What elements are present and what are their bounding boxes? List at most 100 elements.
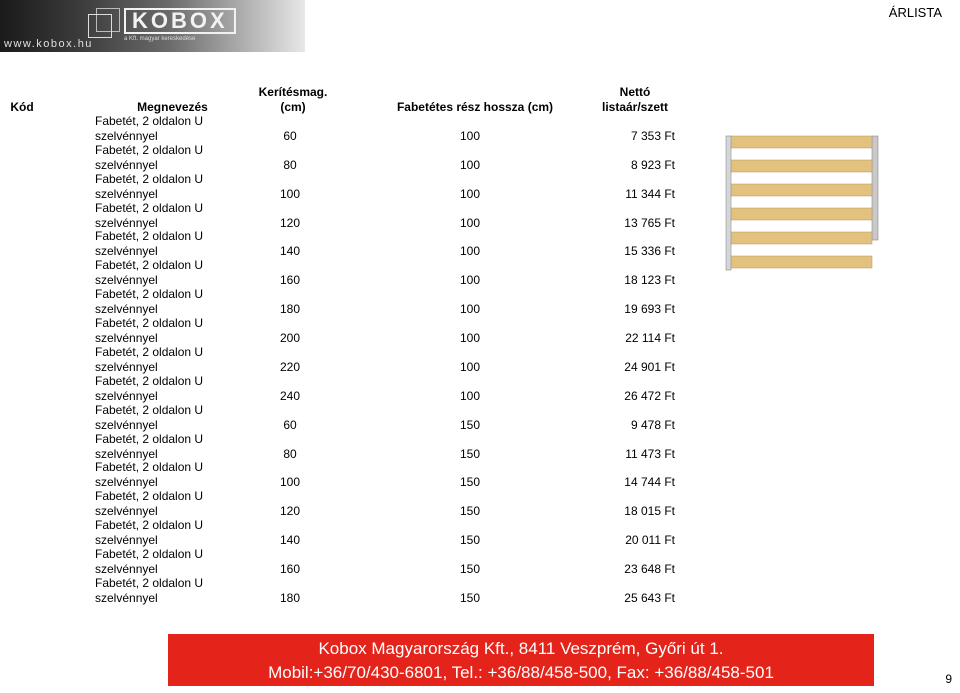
product-name-line1: Fabetét, 2 oldalon U <box>95 489 204 504</box>
product-name-line1: Fabetét, 2 oldalon U <box>95 114 204 128</box>
net-price-cell: 11 344 Ft <box>625 186 675 201</box>
logo-brand: KOBOX <box>124 8 236 34</box>
product-name-line2: szelvénnyel <box>95 273 158 288</box>
product-name-line1: Fabetét, 2 oldalon U <box>95 258 204 273</box>
product-name-line2: szelvénnyel <box>95 331 158 346</box>
product-name-line2: szelvénnyel <box>95 533 158 548</box>
insert-length-cell: 100 <box>459 302 481 317</box>
product-name-line1: Fabetét, 2 oldalon U <box>95 287 204 302</box>
fence-height-cell: 120 <box>279 215 301 230</box>
product-name-line1: Fabetét, 2 oldalon U <box>95 575 204 590</box>
product-name-line2: szelvénnyel <box>95 359 158 374</box>
net-price-cell: 18 015 Ft <box>624 504 675 519</box>
fence-height-cell: 140 <box>279 533 301 548</box>
insert-length-cell: 150 <box>459 417 481 432</box>
product-name-line1: Fabetét, 2 oldalon U <box>95 316 204 331</box>
header-code: Kód <box>10 100 34 114</box>
insert-length-cell: 100 <box>459 388 481 403</box>
insert-length-cell: 100 <box>459 129 481 143</box>
net-price-cell: 22 114 Ft <box>625 331 675 346</box>
net-price-cell: 23 648 Ft <box>624 562 675 577</box>
product-name-line1: Fabetét, 2 oldalon U <box>95 171 204 186</box>
product-name-line2: szelvénnyel <box>95 302 158 317</box>
fence-height-cell: 200 <box>279 331 301 346</box>
logo-subtitle: a Kft. magyar kereskedése <box>124 36 196 42</box>
net-price-cell: 18 123 Ft <box>624 273 675 288</box>
logo-url: www.kobox.hu <box>4 38 93 50</box>
header-price-line2: listaár/szett <box>601 100 669 114</box>
fence-height-cell: 180 <box>279 590 301 605</box>
net-price-cell: 11 473 Ft <box>625 446 675 461</box>
logo-cube-icon-front <box>88 14 112 38</box>
product-name-line1: Fabetét, 2 oldalon U <box>95 518 204 533</box>
net-price-cell: 19 693 Ft <box>624 302 675 317</box>
product-name-line2: szelvénnyel <box>95 417 158 432</box>
product-name-line1: Fabetét, 2 oldalon U <box>95 431 204 446</box>
product-name-line1: Fabetét, 2 oldalon U <box>95 460 204 475</box>
product-name-line2: szelvénnyel <box>95 475 158 490</box>
product-name-line1: Fabetét, 2 oldalon U <box>95 373 204 388</box>
product-name-line2: szelvénnyel <box>95 186 158 201</box>
header-height-line1: Kerítésmag. <box>258 85 328 99</box>
insert-length-cell: 150 <box>459 504 481 519</box>
insert-length-cell: 100 <box>459 186 481 201</box>
fence-height-cell: 160 <box>279 273 301 288</box>
fence-height-cell: 120 <box>279 504 301 519</box>
product-name-line2: szelvénnyel <box>95 388 158 403</box>
product-name-line1: Fabetét, 2 oldalon U <box>95 200 204 215</box>
fence-height-cell: 60 <box>283 417 297 432</box>
fence-height-cell: 220 <box>279 359 301 374</box>
fence-height-cell: 100 <box>279 475 301 490</box>
fence-height-cell: 100 <box>279 186 301 201</box>
net-price-cell: 9 478 Ft <box>630 417 675 432</box>
product-name-line2: szelvénnyel <box>95 244 158 259</box>
net-price-cell: 20 011 Ft <box>625 533 675 548</box>
product-name-line1: Fabetét, 2 oldalon U <box>95 229 204 244</box>
insert-length-cell: 150 <box>459 562 481 577</box>
fence-height-cell: 80 <box>283 157 297 172</box>
product-name-line1: Fabetét, 2 oldalon U <box>95 402 204 417</box>
insert-length-cell: 100 <box>459 273 481 288</box>
net-price-cell: 24 901 Ft <box>624 359 675 374</box>
insert-length-cell: 100 <box>459 331 481 346</box>
insert-length-cell: 150 <box>459 590 481 605</box>
product-name-line1: Fabetét, 2 oldalon U <box>95 142 204 157</box>
fence-height-cell: 160 <box>279 562 301 577</box>
footer-contacts: Mobil:+36/70/430-6801, Tel.: +36/88/458-… <box>268 663 774 682</box>
net-price-cell: 8 923 Ft <box>630 157 675 172</box>
insert-length-cell: 100 <box>459 359 481 374</box>
insert-length-cell: 100 <box>459 215 481 230</box>
net-price-cell: 15 336 Ft <box>624 244 675 259</box>
product-name-line2: szelvénnyel <box>95 504 158 519</box>
net-price-cell: 13 765 Ft <box>624 215 675 230</box>
fence-height-cell: 80 <box>283 446 297 461</box>
fence-height-cell: 180 <box>279 302 301 317</box>
document-title: ÁRLISTA <box>888 5 942 20</box>
header-length: Fabetétes rész hossza (cm) <box>396 100 554 114</box>
product-name-line2: szelvénnyel <box>95 562 158 577</box>
net-price-cell: 14 744 Ft <box>624 475 675 490</box>
insert-length-cell: 100 <box>459 244 481 259</box>
insert-length-cell: 150 <box>459 446 481 461</box>
fence-height-cell: 240 <box>279 388 301 403</box>
insert-length-cell: 100 <box>459 157 481 172</box>
product-name-line1: Fabetét, 2 oldalon U <box>95 547 204 562</box>
logo-cube-icon <box>96 8 120 32</box>
net-price-cell: 7 353 Ft <box>630 129 675 143</box>
